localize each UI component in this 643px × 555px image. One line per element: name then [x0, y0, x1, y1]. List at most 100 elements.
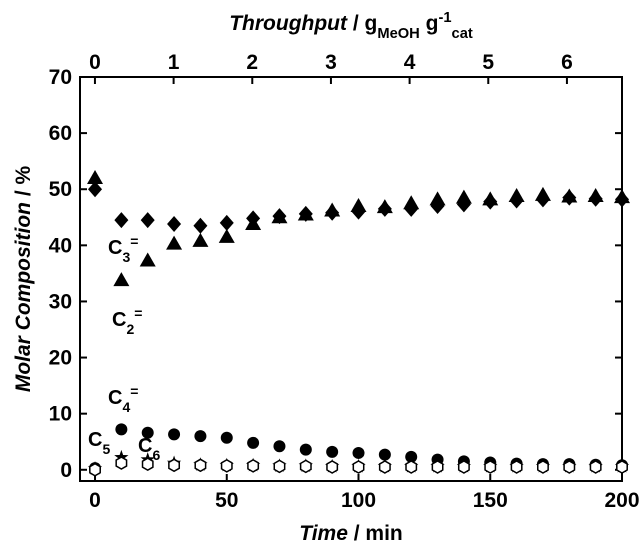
- hexagon-marker: [484, 460, 497, 474]
- circle-marker: [194, 430, 207, 443]
- hexagon-marker: [273, 459, 286, 474]
- triangle-marker: [192, 232, 209, 247]
- x2-tick-label: 1: [168, 51, 180, 74]
- series-label-part: 2: [126, 321, 134, 337]
- diamond-marker: [377, 200, 392, 217]
- x2-tick-label: 3: [325, 51, 337, 74]
- y-tick-label: 30: [49, 290, 72, 313]
- x2-axis-label-part: g: [420, 12, 439, 35]
- circle-marker: [378, 448, 391, 461]
- circle-marker: [168, 428, 181, 441]
- hexagon-marker: [510, 460, 523, 474]
- hexagon-marker: [431, 460, 444, 474]
- circle-marker: [326, 445, 339, 458]
- diamond-marker: [456, 196, 471, 213]
- diamond-marker: [246, 210, 261, 227]
- diamond-marker: [562, 189, 577, 206]
- hexagon-marker: [352, 460, 365, 474]
- y-axis-label-part: Molar Composition: [12, 202, 35, 392]
- x2-tick-label: 2: [246, 51, 258, 74]
- triangle-marker: [113, 272, 130, 287]
- circle-marker: [141, 426, 154, 439]
- circle-marker: [273, 440, 286, 453]
- diamond-marker: [325, 204, 340, 221]
- x-tick-label: 0: [89, 489, 101, 512]
- diamond-marker: [88, 181, 103, 198]
- x2-tick-label: 6: [561, 51, 573, 74]
- hexagon-marker: [589, 460, 602, 474]
- hexagon-marker: [616, 460, 628, 474]
- hexagon-marker: [378, 460, 391, 474]
- x-tick-label: 100: [341, 489, 376, 512]
- hexagon-marker: [537, 460, 549, 474]
- hexagon-marker: [194, 458, 207, 473]
- series-label-part: 4: [122, 399, 130, 415]
- diamond-marker: [219, 214, 234, 231]
- hexagon-marker: [326, 460, 339, 474]
- x-tick-label: 150: [473, 489, 508, 512]
- series-label-part: =: [134, 305, 142, 321]
- circle-marker: [220, 431, 233, 444]
- diamond-marker: [404, 200, 419, 217]
- series-label: C6: [138, 435, 160, 463]
- circle-marker: [405, 450, 418, 463]
- hexagon-marker: [405, 460, 418, 474]
- plot-frame: [79, 76, 623, 482]
- series-label-part: =: [130, 233, 138, 249]
- series-label-part: C: [138, 435, 152, 457]
- series-label-part: 3: [122, 249, 130, 265]
- circle-marker: [115, 423, 128, 436]
- x2-tick-label: 4: [404, 51, 416, 74]
- diamond-marker: [167, 216, 182, 233]
- hexagon-marker: [141, 457, 154, 472]
- x2-tick-label: 5: [482, 51, 494, 74]
- hexagon-marker: [457, 460, 470, 474]
- diamond-marker: [430, 198, 445, 215]
- circle-marker: [352, 446, 365, 459]
- y-axis-label: Molar Composition / %: [12, 166, 35, 393]
- y-tick-label: 50: [49, 178, 72, 201]
- x2-axis-label-part: cat: [452, 26, 473, 42]
- y-tick-label: 70: [49, 66, 72, 89]
- series-label-part: 5: [102, 441, 110, 457]
- x-axis-label-part: Time: [299, 522, 348, 545]
- series-label-part: 6: [152, 447, 160, 463]
- diamond-marker: [509, 192, 524, 209]
- hexagon-marker: [247, 458, 260, 473]
- triangle-marker: [218, 228, 235, 243]
- hexagon-marker: [299, 459, 312, 474]
- diamond-marker: [298, 205, 313, 222]
- triangle-marker: [139, 252, 156, 267]
- x2-axis-label-part: -1: [438, 10, 451, 26]
- diamond-marker: [483, 193, 498, 210]
- y-tick-label: 0: [60, 459, 72, 482]
- diamond-marker: [588, 190, 603, 207]
- y-axis-label-part: / %: [12, 166, 35, 203]
- y-tick-label: 10: [49, 403, 72, 426]
- diamond-marker: [535, 191, 550, 208]
- series-label: C2=: [112, 305, 142, 337]
- x-axis-label-part: / min: [348, 522, 403, 545]
- x2-axis-label-part: MeOH: [377, 26, 419, 42]
- series-label-part: C: [88, 429, 102, 451]
- series-label-part: C: [108, 387, 122, 409]
- hexagon-marker: [563, 460, 576, 474]
- hexagon-marker: [168, 458, 181, 473]
- hexagon-marker: [115, 456, 128, 470]
- diamond-marker: [193, 217, 208, 234]
- series-label-part: C: [112, 309, 126, 331]
- x2-axis-label: Throughput / gMeOH g-1cat: [229, 10, 473, 42]
- hexagon-marker: [220, 458, 233, 473]
- x2-axis-label-part: / g: [347, 12, 377, 35]
- diamond-marker: [272, 208, 287, 225]
- diamond-marker: [615, 191, 629, 208]
- triangle-marker: [87, 170, 104, 184]
- y-tick-label: 60: [49, 122, 72, 145]
- y-tick-label: 40: [49, 234, 72, 257]
- diamond-marker: [114, 212, 129, 229]
- series-label: C3=: [108, 233, 138, 265]
- circle-marker: [247, 436, 260, 449]
- y-tick-label: 20: [49, 347, 72, 370]
- hexagon-marker: [89, 462, 101, 477]
